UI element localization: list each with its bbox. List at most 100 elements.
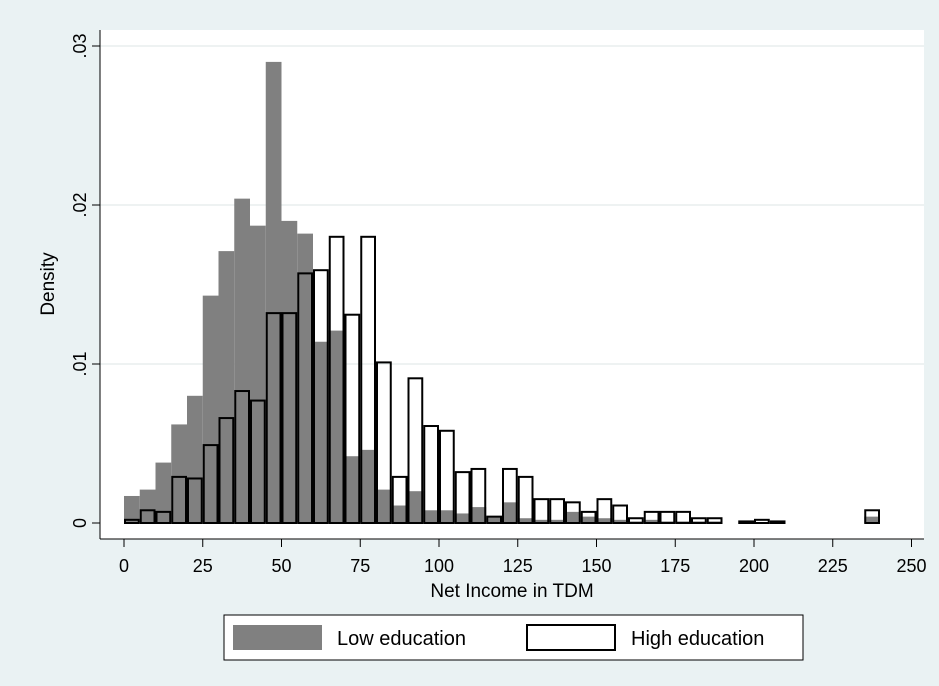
x-tick-label: 150 <box>581 556 611 576</box>
bar-high-education <box>297 272 313 524</box>
bar-low-education <box>281 220 298 523</box>
legend-swatch-low-education <box>233 625 322 650</box>
bar-high-education <box>517 475 534 525</box>
bar-low-education <box>643 519 660 523</box>
bar-low-education <box>250 225 266 524</box>
bar-low-education <box>502 502 518 523</box>
bar-high-education <box>675 510 691 524</box>
bar-high-education <box>328 235 345 525</box>
bar-low-education <box>486 516 502 523</box>
bar-high-education <box>565 501 581 524</box>
bar-high-education <box>376 361 392 524</box>
bar-high-education <box>706 517 723 524</box>
bar-low-education <box>218 251 235 524</box>
bar-high-education <box>281 312 298 524</box>
bar-low-education <box>344 456 361 523</box>
axes <box>99 30 924 540</box>
legend-swatch-high-education <box>526 624 616 651</box>
bar-high-education <box>313 269 329 524</box>
bar-high-education <box>360 235 376 525</box>
x-tick-label: 175 <box>660 556 690 576</box>
x-tick-label: 25 <box>193 556 213 576</box>
bar-low-education <box>234 198 250 523</box>
x-tick-label: 0 <box>119 556 129 576</box>
bar-high-education <box>454 471 471 524</box>
bar-high-education <box>124 518 140 525</box>
bar-high-education <box>407 377 424 524</box>
bar-low-education <box>517 518 534 523</box>
y-axis-title: Density <box>38 252 59 316</box>
bar-high-education <box>596 498 613 524</box>
bar-low-education <box>565 511 581 523</box>
bar-high-education <box>171 475 187 525</box>
bar-low-education <box>297 233 313 523</box>
bar-low-education <box>549 519 565 523</box>
bar-high-education <box>470 467 487 525</box>
bar-high-education <box>234 390 250 524</box>
bar-low-education <box>423 510 439 523</box>
x-tick-label: 50 <box>271 556 291 576</box>
bar-low-education <box>376 489 392 523</box>
bar-low-education <box>124 495 140 523</box>
bar-high-education <box>580 510 597 524</box>
bar-high-education <box>423 425 439 525</box>
y-tick-label: .03 <box>70 33 90 58</box>
bar-high-education <box>187 477 203 525</box>
legend-label-high-education: High education <box>631 628 764 650</box>
bar-high-education <box>691 517 707 524</box>
bar-high-education <box>628 517 644 524</box>
bar-low-education <box>533 519 550 523</box>
bar-high-education <box>738 520 754 524</box>
legend-label-low-education: Low education <box>337 628 466 650</box>
series-low-education-bars <box>124 61 880 524</box>
bar-high-education <box>502 467 518 525</box>
bar-low-education <box>407 491 424 523</box>
bar-high-education <box>202 444 219 524</box>
bar-low-education <box>439 510 455 523</box>
bar-high-education <box>391 475 408 525</box>
bar-high-education <box>754 518 770 525</box>
bar-low-education <box>864 516 880 523</box>
y-tick-label: .02 <box>70 192 90 217</box>
series-high-education-bars <box>124 235 880 525</box>
x-tick-label: 225 <box>818 556 848 576</box>
bar-high-education <box>344 313 361 524</box>
x-tick-label: 100 <box>424 556 454 576</box>
y-tick-label: .01 <box>70 351 90 376</box>
bar-low-education <box>313 341 329 523</box>
bar-high-education <box>486 515 502 525</box>
bar-low-education <box>454 513 471 523</box>
bar-low-education <box>612 519 628 523</box>
x-tick-label: 125 <box>503 556 533 576</box>
bar-low-education <box>265 61 282 524</box>
bar-high-education <box>659 510 676 524</box>
bar-low-education <box>187 395 203 523</box>
bar-high-education <box>533 498 550 524</box>
bar-high-education <box>643 510 660 524</box>
bar-low-education <box>391 505 408 523</box>
x-axis-title: Net Income in TDM <box>430 581 593 602</box>
bar-low-education <box>155 462 172 523</box>
bar-high-education <box>864 509 880 524</box>
bar-high-education <box>265 312 282 524</box>
bar-low-education <box>328 330 345 523</box>
x-tick-label: 250 <box>896 556 926 576</box>
x-tick-label: 200 <box>739 556 769 576</box>
legend: Low education High education <box>223 614 804 661</box>
bar-low-education <box>596 518 613 523</box>
bar-low-education <box>580 516 597 523</box>
bar-high-education <box>250 399 266 525</box>
y-tick-label: 0 <box>70 518 90 528</box>
bar-high-education <box>139 509 156 524</box>
bar-high-education <box>549 498 565 524</box>
bar-low-education <box>171 424 187 523</box>
tick-labels: 0 25 50 75 100 125 150 175 200 225 250 0 .01 .02 .03 <box>70 33 927 576</box>
bar-high-education <box>439 429 455 524</box>
bar-high-education <box>218 417 235 524</box>
bar-high-education <box>612 504 628 525</box>
bar-low-education <box>470 507 487 523</box>
bar-high-education <box>769 520 786 524</box>
bar-low-education <box>202 295 219 523</box>
